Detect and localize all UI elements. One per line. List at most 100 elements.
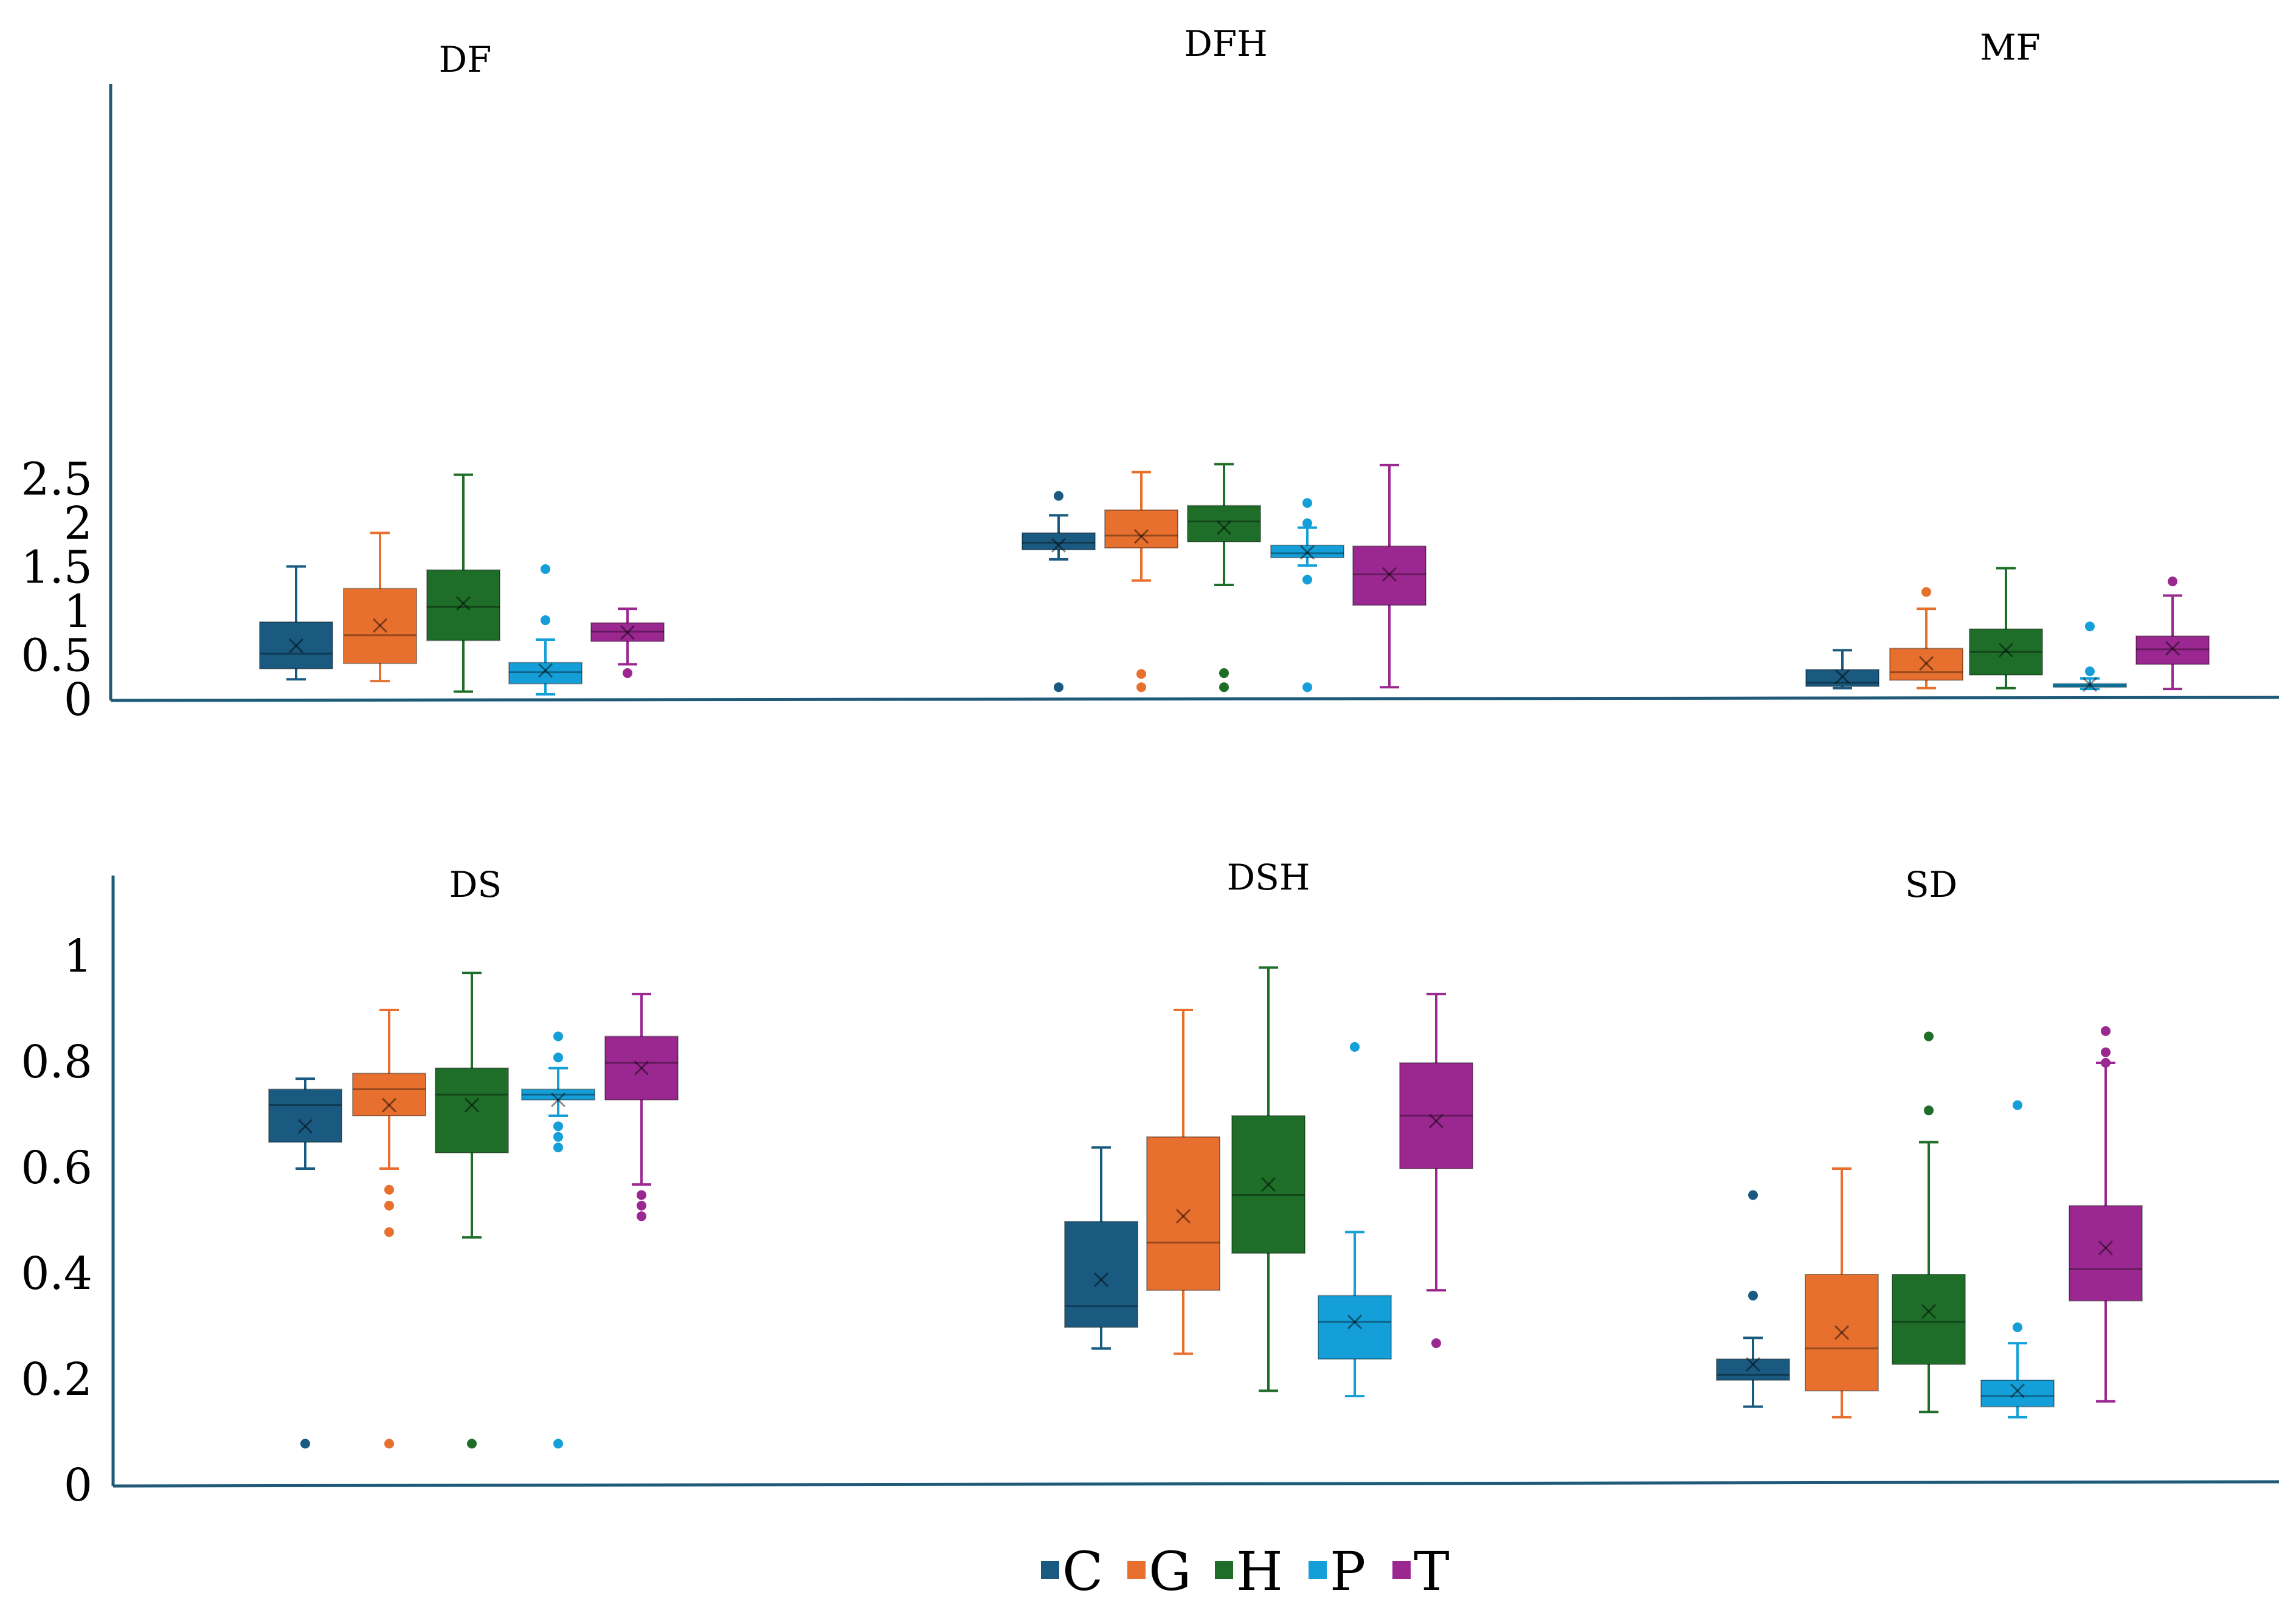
legend-label-t: T [1414,1540,1450,1603]
bottom-tick-label: 0 [64,1459,92,1512]
panel-title-sd: SD [1905,864,1957,905]
mean-marker-df-g [372,618,388,633]
top-x-axis [110,696,2280,702]
box-sd-t [2069,1026,2143,1403]
iqr-box-df-t [590,622,665,642]
mean-marker-mf-c [1834,669,1850,684]
outlier-ds-p [553,1142,563,1153]
mean-marker-dsh-c [1093,1272,1109,1287]
box-ds-t [604,992,679,1222]
mean-marker-dsh-p [1347,1315,1363,1330]
box-df-g [343,531,417,683]
mean-marker-dfh-g [1133,529,1149,544]
legend-label-p: P [1330,1540,1366,1603]
mean-marker-ds-c [297,1119,313,1134]
outlier-sd-p [2013,1100,2022,1110]
mean-marker-df-p [538,663,553,678]
box-ds-c [268,1077,342,1449]
outlier-dfh-p [1302,682,1312,693]
box-df-p [508,564,583,696]
box-df-c [259,565,333,681]
legend-swatch-p [1309,1561,1327,1579]
outlier-sd-h [1924,1105,1934,1116]
box-mf-t [2135,576,2210,691]
iqr-box-ds-t [604,1035,679,1101]
box-mf-h [1969,567,2043,689]
outlier-ds-p [553,1052,563,1063]
mean-marker-mf-t [2165,641,2180,656]
legend-swatch-c [1041,1561,1059,1579]
bottom-boxes [268,966,2143,1449]
box-mf-c [1805,649,1879,689]
iqr-box-dsh-p [1318,1294,1392,1360]
outlier-dfh-h [1219,668,1229,679]
box-dfh-t [1352,463,1426,689]
box-mf-p [2053,621,2127,692]
outlier-mf-t [2168,576,2177,587]
outlier-sd-h [1924,1031,1934,1042]
iqr-box-sd-g [1805,1274,1879,1392]
outlier-ds-p [553,1121,563,1132]
iqr-box-dfh-h [1187,505,1261,542]
legend-swatch-g [1127,1561,1146,1579]
outlier-sd-t [2101,1047,2111,1057]
mean-marker-mf-h [1998,643,2014,658]
iqr-box-dfh-p [1270,544,1344,559]
mean-marker-ds-h [464,1097,480,1113]
iqr-box-sd-p [1980,1380,2055,1408]
iqr-box-dfh-c [1022,532,1096,551]
outlier-mf-g [1921,587,1931,597]
legend-label-h: H [1236,1540,1283,1603]
mean-marker-ds-p [550,1092,566,1107]
outlier-dfh-g [1136,669,1146,679]
outlier-ds-g [384,1227,394,1237]
bottom-panel: 0 0.2 0.4 0.6 0.8 1 DS DSH SD [21,857,2280,1512]
iqr-box-sd-t [2069,1204,2143,1302]
iqr-box-ds-g [352,1073,426,1117]
outlier-ds-g [384,1200,394,1211]
top-tick-label: 1 [64,586,92,638]
outlier-ds-p [553,1031,563,1042]
mean-marker-dsh-t [1428,1113,1444,1128]
panel-title-mf: MF [1980,27,2041,68]
outlier-dfh-h [1219,682,1229,693]
top-tick-label: 0 [64,674,92,726]
outlier-ds-c [300,1439,310,1449]
outlier-dfh-c [1054,491,1063,501]
mean-marker-sd-t [2098,1240,2114,1256]
mean-marker-sd-h [1921,1304,1937,1319]
box-sd-p [1980,1100,2055,1419]
mean-marker-ds-t [634,1060,649,1076]
outlier-ds-h [467,1439,477,1449]
box-sd-g [1805,1167,1879,1419]
box-df-h [426,473,500,693]
mean-marker-dfh-p [1299,545,1315,560]
top-tick-label: 0.5 [21,630,92,682]
mean-marker-ds-g [381,1097,397,1113]
iqr-box-dsh-t [1399,1062,1473,1169]
mean-marker-dsh-g [1175,1209,1191,1224]
iqr-box-df-g [343,587,417,665]
mean-marker-df-h [455,596,471,611]
outlier-dfh-p [1302,498,1312,508]
legend-swatch-h [1215,1561,1233,1579]
iqr-box-sd-c [1716,1358,1790,1381]
iqr-box-mf-g [1889,648,1963,681]
outlier-sd-c [1748,1290,1758,1301]
outlier-ds-p [553,1439,563,1449]
outlier-dfh-c [1054,682,1063,693]
legend-label-g: G [1149,1540,1191,1603]
box-mf-g [1889,587,1963,689]
outlier-ds-t [637,1190,646,1200]
outlier-sd-p [2013,1322,2022,1332]
box-dsh-g [1146,1009,1220,1355]
outlier-df-p [541,564,550,574]
top-panel: 00.511.522.5 DF DFH MF [21,23,2280,726]
box-ds-h [435,972,509,1449]
outlier-ds-t [637,1211,646,1222]
iqr-box-mf-h [1969,628,2043,676]
outlier-df-p [541,615,550,626]
mean-marker-sd-p [2010,1383,2025,1398]
